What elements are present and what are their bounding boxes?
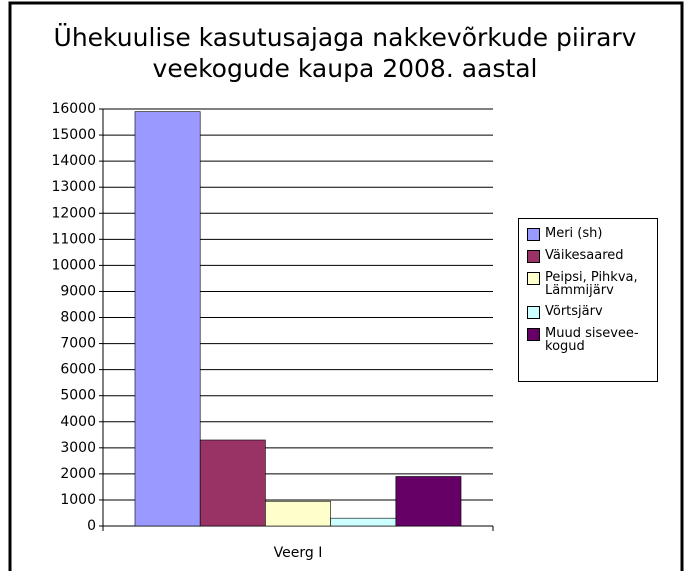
legend-label: Muud sisevee-kogud — [545, 326, 639, 354]
y-tick-label: 14000 — [51, 153, 96, 169]
legend-entry: Meri (sh) — [527, 227, 653, 241]
bar — [330, 517, 397, 527]
y-tick-label: 4000 — [60, 414, 96, 430]
bar — [134, 111, 201, 527]
y-tick-label: 6000 — [60, 362, 96, 378]
legend-label: Võrtsjärv — [545, 304, 603, 319]
legend-swatch — [527, 328, 540, 341]
bar — [199, 439, 266, 527]
y-tick-label: 16000 — [51, 101, 96, 117]
bar — [395, 476, 462, 527]
legend-swatch — [527, 272, 540, 285]
bar — [265, 500, 331, 527]
legend-swatch — [527, 250, 540, 263]
y-tick-label: 5000 — [60, 388, 96, 404]
legend-swatch — [527, 306, 540, 319]
y-tick-label: 0 — [87, 518, 96, 534]
y-tick-label: 9000 — [60, 283, 96, 299]
y-tick-label: 3000 — [60, 440, 96, 456]
legend-swatch — [527, 228, 540, 241]
y-tick-label: 10000 — [51, 257, 96, 273]
legend-label: Peipsi, Pihkva, Lämmijärv — [545, 270, 638, 298]
legend-entry: Muud sisevee-kogud — [527, 327, 653, 353]
y-tick-label: 2000 — [60, 466, 96, 482]
y-tick-label: 1000 — [60, 492, 96, 508]
chart-title: Ühekuulise kasutusajaga nakkevõrkude pii… — [53, 23, 637, 83]
y-tick-label: 8000 — [60, 310, 96, 326]
legend-entry: Peipsi, Pihkva, Lämmijärv — [527, 271, 653, 297]
y-tick-label: 15000 — [51, 127, 96, 143]
x-tick-label: Veerg I — [274, 545, 323, 561]
legend-label: Väikesaared — [545, 248, 624, 263]
legend: Meri (sh) Väikesaared Peipsi, Pihkva, Lämm… — [518, 218, 658, 382]
legend-entry: Väikesaared — [527, 249, 653, 263]
frame — [8, 1, 684, 571]
y-tick-label: 12000 — [51, 205, 96, 221]
legend-label: Meri (sh) — [545, 226, 603, 241]
y-tick-label: 7000 — [60, 336, 96, 352]
y-tick-label: 11000 — [51, 231, 96, 247]
y-tick-label: 13000 — [51, 179, 96, 195]
legend-entry: Võrtsjärv — [527, 305, 653, 319]
